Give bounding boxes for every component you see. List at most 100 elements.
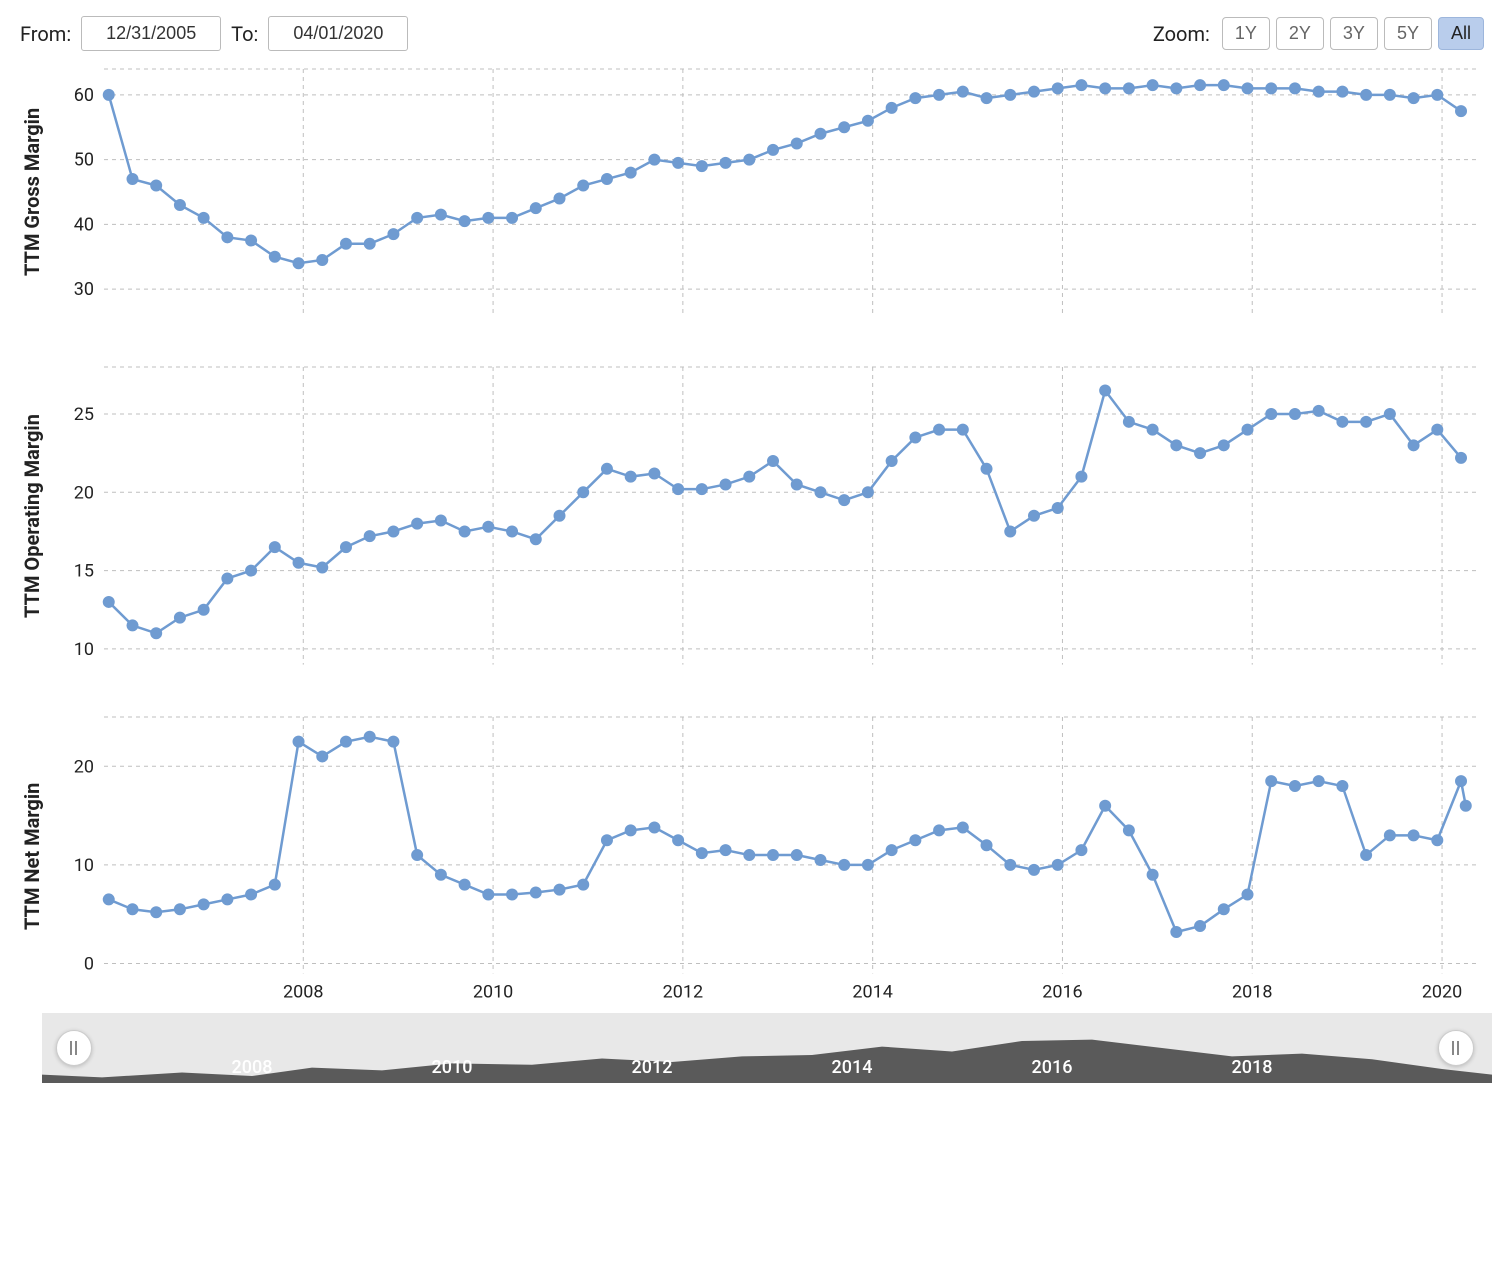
data-point[interactable] bbox=[839, 122, 850, 133]
data-point[interactable] bbox=[530, 887, 541, 898]
data-point[interactable] bbox=[151, 180, 162, 191]
data-point[interactable] bbox=[673, 484, 684, 495]
data-point[interactable] bbox=[910, 834, 921, 845]
range-handle-right[interactable] bbox=[1438, 1030, 1474, 1066]
data-point[interactable] bbox=[1460, 800, 1471, 811]
data-point[interactable] bbox=[1313, 86, 1324, 97]
data-point[interactable] bbox=[1028, 510, 1039, 521]
data-point[interactable] bbox=[625, 824, 636, 835]
data-point[interactable] bbox=[530, 203, 541, 214]
data-point[interactable] bbox=[768, 849, 779, 860]
data-point[interactable] bbox=[934, 89, 945, 100]
data-point[interactable] bbox=[1337, 86, 1348, 97]
data-point[interactable] bbox=[578, 180, 589, 191]
data-point[interactable] bbox=[839, 859, 850, 870]
data-point[interactable] bbox=[293, 736, 304, 747]
data-point[interactable] bbox=[1456, 775, 1467, 786]
data-point[interactable] bbox=[412, 849, 423, 860]
data-point[interactable] bbox=[246, 565, 257, 576]
data-point[interactable] bbox=[1384, 408, 1395, 419]
data-point[interactable] bbox=[435, 209, 446, 220]
data-point[interactable] bbox=[222, 573, 233, 584]
data-point[interactable] bbox=[269, 542, 280, 553]
data-point[interactable] bbox=[1147, 869, 1158, 880]
data-point[interactable] bbox=[554, 193, 565, 204]
data-point[interactable] bbox=[601, 834, 612, 845]
data-point[interactable] bbox=[768, 455, 779, 466]
range-selector-svg[interactable]: 200820102012201420162018 bbox=[42, 1013, 1492, 1083]
data-point[interactable] bbox=[957, 86, 968, 97]
data-point[interactable] bbox=[673, 157, 684, 168]
data-point[interactable] bbox=[103, 894, 114, 905]
data-point[interactable] bbox=[578, 487, 589, 498]
data-point[interactable] bbox=[862, 859, 873, 870]
data-point[interactable] bbox=[696, 847, 707, 858]
data-point[interactable] bbox=[1289, 780, 1300, 791]
data-point[interactable] bbox=[1266, 83, 1277, 94]
data-point[interactable] bbox=[507, 212, 518, 223]
data-point[interactable] bbox=[1337, 780, 1348, 791]
data-point[interactable] bbox=[507, 889, 518, 900]
data-point[interactable] bbox=[412, 518, 423, 529]
data-point[interactable] bbox=[1123, 416, 1134, 427]
data-point[interactable] bbox=[744, 471, 755, 482]
data-point[interactable] bbox=[1361, 89, 1372, 100]
data-point[interactable] bbox=[530, 534, 541, 545]
data-point[interactable] bbox=[768, 144, 779, 155]
data-point[interactable] bbox=[364, 731, 375, 742]
data-point[interactable] bbox=[388, 229, 399, 240]
data-point[interactable] bbox=[198, 604, 209, 615]
data-point[interactable] bbox=[1408, 93, 1419, 104]
data-point[interactable] bbox=[625, 471, 636, 482]
data-point[interactable] bbox=[1361, 416, 1372, 427]
data-point[interactable] bbox=[649, 822, 660, 833]
zoom-button-3y[interactable]: 3Y bbox=[1330, 17, 1378, 50]
data-point[interactable] bbox=[459, 526, 470, 537]
data-point[interactable] bbox=[1289, 83, 1300, 94]
data-point[interactable] bbox=[862, 115, 873, 126]
data-point[interactable] bbox=[174, 612, 185, 623]
data-point[interactable] bbox=[720, 844, 731, 855]
data-point[interactable] bbox=[910, 93, 921, 104]
data-point[interactable] bbox=[1432, 89, 1443, 100]
data-point[interactable] bbox=[886, 102, 897, 113]
data-point[interactable] bbox=[1408, 829, 1419, 840]
zoom-button-all[interactable]: All bbox=[1438, 17, 1484, 50]
data-point[interactable] bbox=[862, 487, 873, 498]
data-point[interactable] bbox=[815, 854, 826, 865]
data-point[interactable] bbox=[649, 154, 660, 165]
data-point[interactable] bbox=[1313, 775, 1324, 786]
data-point[interactable] bbox=[981, 839, 992, 850]
data-point[interactable] bbox=[1147, 424, 1158, 435]
data-point[interactable] bbox=[127, 903, 138, 914]
data-point[interactable] bbox=[1171, 440, 1182, 451]
data-point[interactable] bbox=[1361, 849, 1372, 860]
data-point[interactable] bbox=[1242, 424, 1253, 435]
data-point[interactable] bbox=[1171, 926, 1182, 937]
data-point[interactable] bbox=[103, 596, 114, 607]
zoom-button-2y[interactable]: 2Y bbox=[1276, 17, 1324, 50]
data-point[interactable] bbox=[815, 487, 826, 498]
data-point[interactable] bbox=[1384, 89, 1395, 100]
data-point[interactable] bbox=[625, 167, 636, 178]
data-point[interactable] bbox=[388, 526, 399, 537]
data-point[interactable] bbox=[340, 542, 351, 553]
data-point[interactable] bbox=[151, 906, 162, 917]
data-point[interactable] bbox=[317, 751, 328, 762]
data-point[interactable] bbox=[293, 557, 304, 568]
data-point[interactable] bbox=[459, 216, 470, 227]
data-point[interactable] bbox=[483, 212, 494, 223]
data-point[interactable] bbox=[317, 562, 328, 573]
data-point[interactable] bbox=[317, 254, 328, 265]
data-point[interactable] bbox=[174, 199, 185, 210]
data-point[interactable] bbox=[222, 232, 233, 243]
data-point[interactable] bbox=[1123, 83, 1134, 94]
data-point[interactable] bbox=[1100, 800, 1111, 811]
data-point[interactable] bbox=[1052, 502, 1063, 513]
data-point[interactable] bbox=[246, 235, 257, 246]
data-point[interactable] bbox=[1266, 775, 1277, 786]
data-point[interactable] bbox=[246, 889, 257, 900]
data-point[interactable] bbox=[483, 889, 494, 900]
data-point[interactable] bbox=[364, 238, 375, 249]
data-point[interactable] bbox=[1456, 106, 1467, 117]
